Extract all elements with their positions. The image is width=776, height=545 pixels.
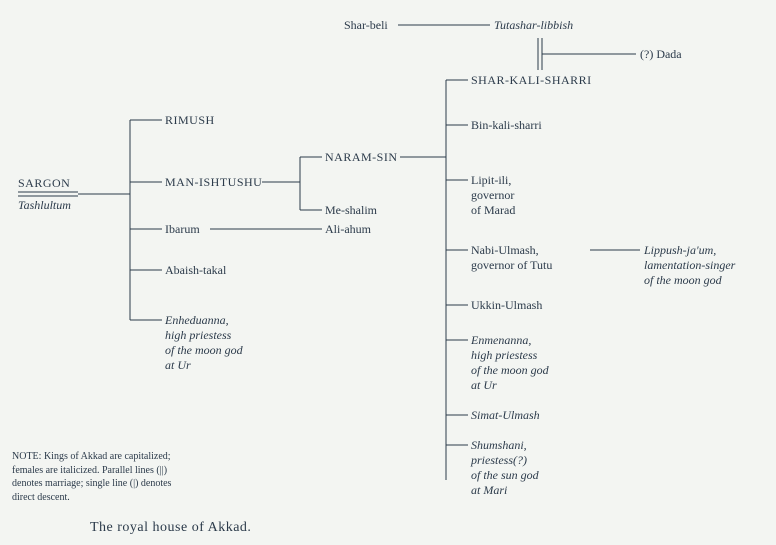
legend-note: NOTE: Kings of Akkad are capitalized; fe…: [12, 450, 171, 504]
figure-caption: The royal house of Akkad.: [90, 520, 251, 536]
person-shar-beli: Shar-beli: [344, 18, 388, 33]
family-tree: SARGON Tashlultum RIMUSH MAN-ISHTUSHU Ib…: [0, 0, 776, 545]
person-rimush: RIMUSH: [165, 113, 215, 128]
person-dada: (?) Dada: [640, 47, 682, 62]
person-man-ishtushu: MAN-ISHTUSHU: [165, 175, 262, 190]
person-lipit-ili: Lipit-ili, governor of Marad: [471, 173, 515, 218]
person-tutashar-libbish: Tutashar-libbish: [494, 18, 573, 33]
person-enmenanna: Enmenanna, high priestess of the moon go…: [471, 333, 549, 393]
person-shumshani: Shumshani, priestess(?) of the sun god a…: [471, 438, 539, 498]
person-sargon: SARGON: [18, 176, 70, 191]
person-abaish-takal: Abaish-takal: [165, 263, 226, 278]
person-ali-ahum: Ali-ahum: [325, 222, 371, 237]
person-ukkin-ulmash: Ukkin-Ulmash: [471, 298, 542, 313]
person-nabi-ulmash: Nabi-Ulmash, governor of Tutu: [471, 243, 552, 273]
person-me-shalim: Me-shalim: [325, 203, 377, 218]
person-naram-sin: NARAM-SIN: [325, 150, 398, 165]
person-lippush-jaum: Lippush-ja'um, lamentation-singer of the…: [644, 243, 735, 288]
person-ibarum: Ibarum: [165, 222, 200, 237]
person-bin-kali-sharri: Bin-kali-sharri: [471, 118, 542, 133]
person-tashlultum: Tashlultum: [18, 198, 71, 213]
person-simat-ulmash: Simat-Ulmash: [471, 408, 540, 423]
person-shar-kali-sharri: SHAR-KALI-SHARRI: [471, 73, 592, 88]
person-enheduanna: Enheduanna, high priestess of the moon g…: [165, 313, 243, 373]
